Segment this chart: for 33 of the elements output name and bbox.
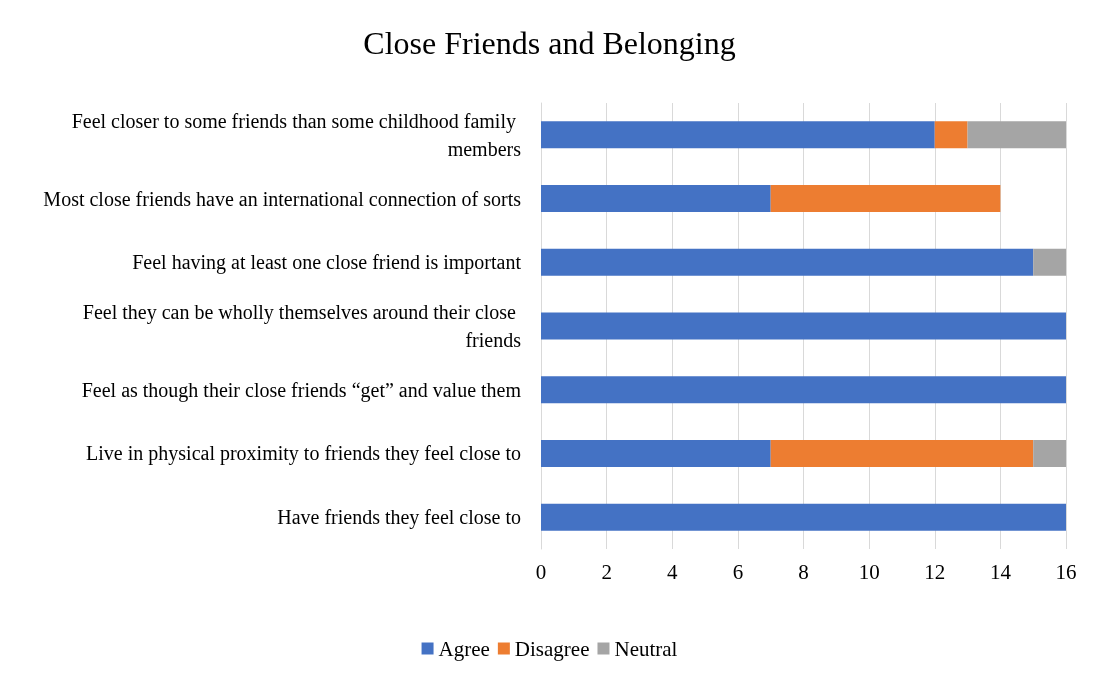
bar — [1033, 248, 1066, 276]
x-tick-label: 16 — [1055, 559, 1077, 584]
x-tick-label: 0 — [535, 559, 547, 584]
bar — [541, 376, 1066, 404]
y-tick-label: Most close friends have an international connection of sorts — [43, 187, 522, 210]
bar — [541, 439, 771, 467]
bar — [541, 121, 935, 149]
bar — [934, 121, 968, 149]
x-tick-label: 12 — [924, 559, 946, 584]
x-tick-label: 10 — [858, 559, 880, 584]
bar — [1033, 439, 1066, 467]
y-tick-label: Feel they can be wholly themselves around their close friends — [82, 301, 522, 351]
legend-label: Disagree — [514, 636, 590, 661]
x-tick-label: 14 — [989, 559, 1012, 584]
y-tick-label: Feel having at least one close friend is important — [132, 251, 522, 275]
bar — [541, 503, 1066, 531]
legend-label: Neutral — [614, 636, 678, 661]
bar — [541, 312, 1066, 340]
bar — [770, 439, 1034, 467]
x-tick-label: 6 — [732, 559, 744, 584]
x-tick-label: 8 — [798, 559, 809, 584]
legend-label: Agree — [438, 636, 490, 661]
y-tick-label: Live in physical proximity to friends they feel close to — [86, 442, 521, 466]
y-tick-label: Feel as though their close friends “get” and value them — [81, 378, 522, 402]
bar — [541, 185, 771, 213]
chart-title: Close Friends and Belonging — [363, 25, 736, 61]
x-tick-label: 2 — [601, 559, 612, 584]
bar — [967, 121, 1066, 149]
y-tick-label: Have friends they feel close to — [277, 506, 521, 530]
bar — [770, 185, 1001, 213]
x-tick-label: 4 — [667, 559, 678, 584]
y-tick-label: Feel closer to some friends than some childhood family members — [71, 109, 522, 160]
bar — [541, 248, 1034, 276]
